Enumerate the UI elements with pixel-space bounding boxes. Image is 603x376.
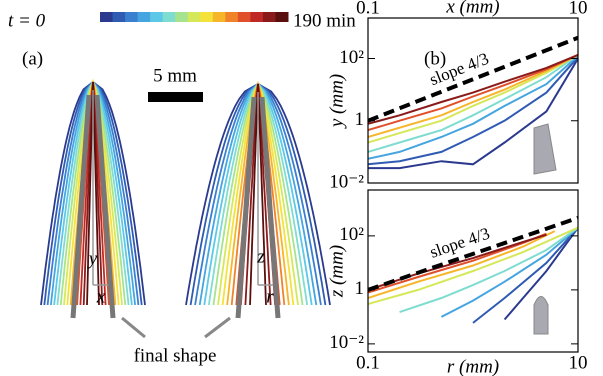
colorbar-swatch	[100, 12, 113, 22]
y-axis-label: y (mm)	[326, 74, 347, 129]
scale-bar	[148, 92, 203, 102]
colorbar-start: t = 0	[8, 10, 46, 31]
pointers	[122, 318, 230, 337]
y-tick-label: 10⁻²	[329, 171, 364, 192]
axis-letter: z	[256, 246, 265, 267]
colorbar-swatch	[175, 12, 188, 22]
colorbar-swatch	[188, 12, 201, 22]
axis-letter: x	[96, 286, 106, 307]
x-tick-label: 10	[569, 352, 588, 373]
colorbar-swatch	[113, 12, 126, 22]
colorbar-swatch	[150, 12, 163, 22]
reference-line	[368, 38, 578, 121]
y-tick-label: 10²	[339, 224, 364, 245]
colorbar-end: 190 min	[293, 10, 356, 31]
x-tick-label: 10	[569, 0, 588, 18]
colorbar-swatch	[250, 12, 263, 22]
colorbar-swatch	[163, 12, 176, 22]
scale-bar-label: 5 mm	[153, 65, 197, 86]
colorbar-swatch	[275, 12, 288, 22]
y-tick-label: 10⁻²	[329, 332, 364, 353]
figure: t = 0 190 min (a) 5 mm (b) final shape y…	[0, 0, 603, 376]
x-axis-label: r (mm)	[447, 356, 499, 376]
y-tick-label: 1	[355, 109, 365, 130]
axis-letter: r	[266, 286, 274, 307]
y-axis-label: z (mm)	[326, 245, 347, 298]
colorbar-swatch	[125, 12, 138, 22]
x-tick-label: 0.1	[356, 352, 380, 373]
inset-bullet	[534, 297, 548, 335]
panel-label: (a)	[22, 48, 43, 69]
colorbar-swatch	[238, 12, 251, 22]
colorbar-swatch	[138, 12, 151, 22]
x-axis-label: x (mm)	[445, 0, 499, 17]
y-tick-label: 10²	[339, 47, 364, 68]
colorbar-swatch	[213, 12, 226, 22]
colorbar-swatch	[225, 12, 238, 22]
y-tick-label: 1	[355, 278, 365, 299]
x-tick-label: 0.1	[356, 0, 380, 18]
colorbar-swatch	[263, 12, 276, 22]
colorbar-swatch	[200, 12, 213, 22]
axis-letter: y	[87, 248, 98, 269]
inset-wedge	[534, 124, 556, 174]
annotation: final shape	[134, 345, 217, 366]
